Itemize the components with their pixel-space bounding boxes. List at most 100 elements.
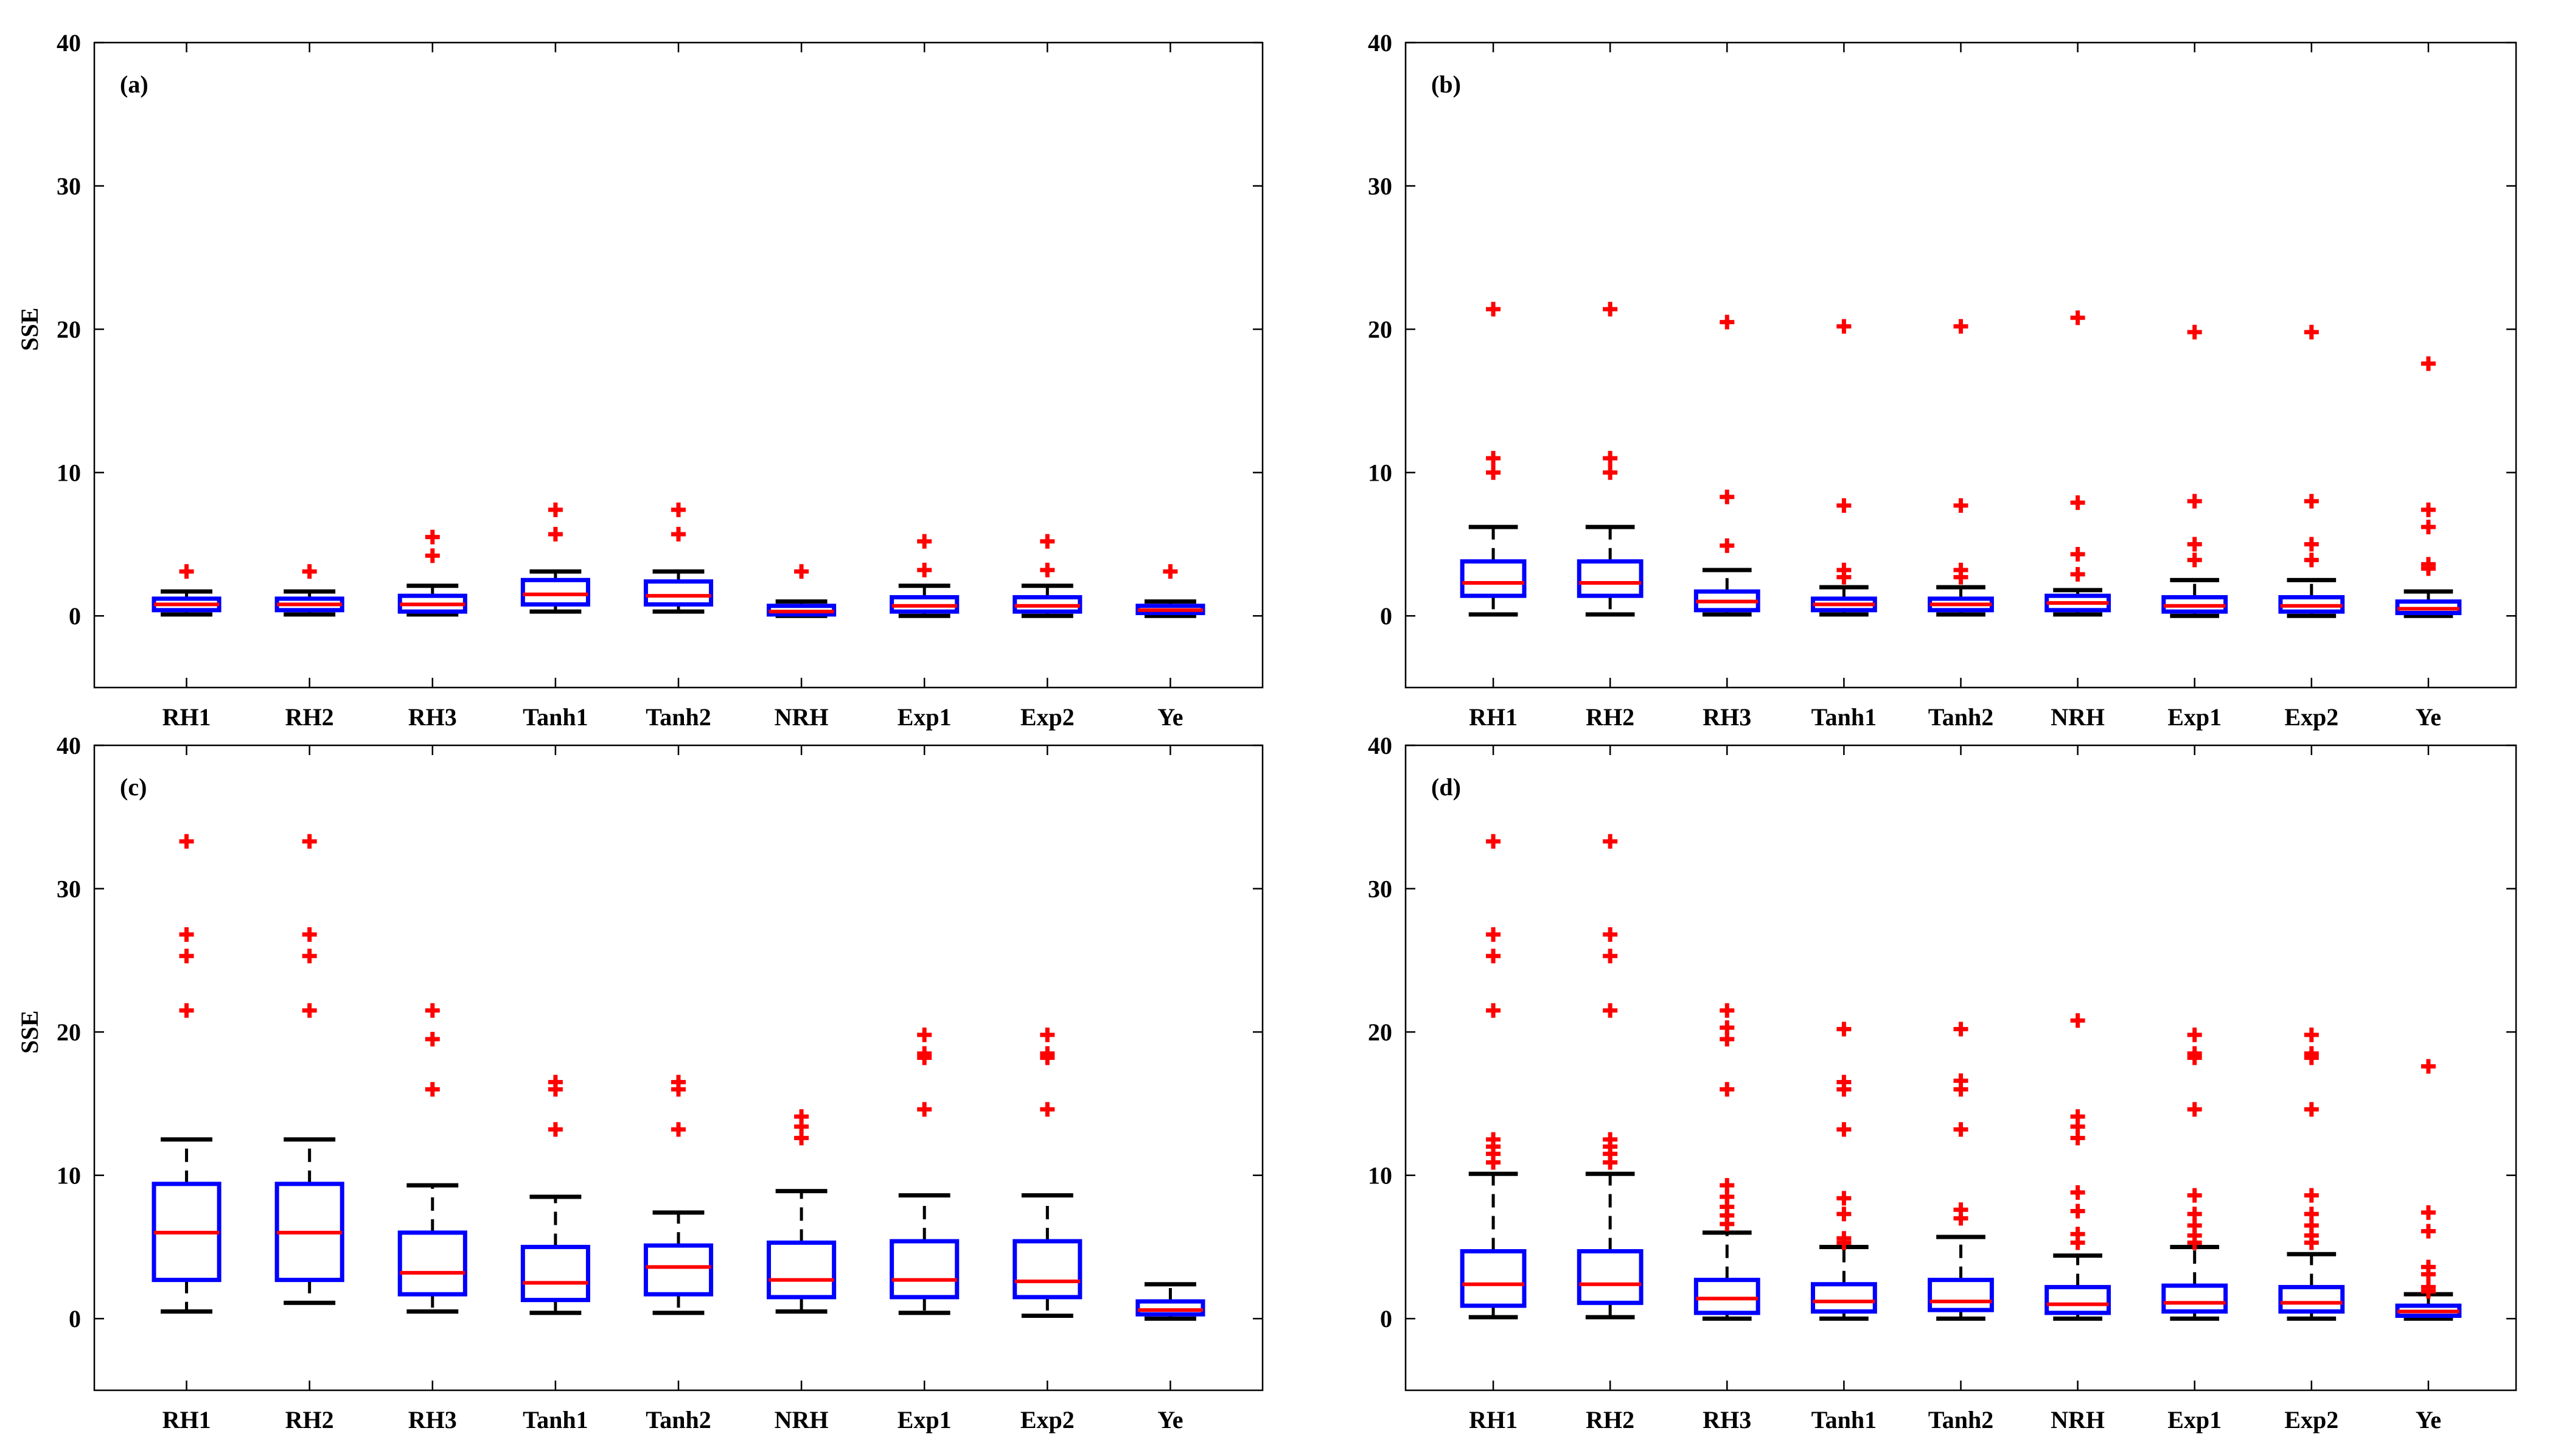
box-iqr — [2161, 1283, 2228, 1314]
y-tick-label: 40 — [57, 732, 81, 759]
outlier-marker — [671, 526, 686, 542]
box-Tanh2 — [1928, 1022, 1994, 1321]
box-iqr — [643, 1243, 714, 1297]
box-iqr — [1693, 1278, 1760, 1315]
axes-frame — [93, 41, 1264, 689]
panel-tag: (d) — [1431, 773, 1461, 801]
x-tick-label: Ye — [1157, 1406, 1183, 1433]
outlier-marker — [2304, 552, 2319, 568]
outlier-marker — [2187, 1027, 2202, 1042]
outlier-marker — [2187, 493, 2202, 509]
outlier-marker — [1836, 1231, 1852, 1246]
box-NRH — [2044, 1013, 2111, 1321]
y-tick-label: 40 — [1368, 29, 1392, 57]
box-Exp1 — [890, 1027, 960, 1315]
outlier-marker — [2304, 1027, 2319, 1042]
x-tick-label: Tanh1 — [1811, 1406, 1877, 1433]
y-tick-label: 10 — [57, 459, 81, 487]
outlier-marker — [671, 1122, 686, 1137]
box-RH2 — [274, 834, 344, 1305]
x-tick-label: Ye — [1157, 703, 1183, 731]
outlier-marker — [1720, 1020, 1735, 1036]
outlier-marker — [2070, 1203, 2085, 1219]
box-Exp1 — [890, 534, 960, 618]
y-tick-label: 30 — [57, 173, 81, 200]
outlier-marker — [425, 548, 440, 563]
outlier-marker — [1953, 498, 1968, 513]
x-tick-label: Exp2 — [2284, 703, 2338, 731]
x-tick-label: Ye — [2416, 703, 2441, 731]
outlier-marker — [179, 927, 194, 942]
outlier-marker — [794, 564, 809, 579]
outlier-marker — [1603, 465, 1618, 480]
outlier-marker — [1486, 1003, 1501, 1018]
outlier-marker — [1040, 1102, 1055, 1117]
box-Exp1 — [2161, 1027, 2228, 1321]
box-RH1 — [1460, 302, 1527, 617]
outlier-marker — [1603, 451, 1618, 466]
outlier-marker — [302, 564, 317, 579]
box-RH1 — [152, 564, 221, 617]
outlier-marker — [1720, 489, 1735, 504]
panel-tag: (c) — [120, 773, 147, 801]
box-RH3 — [1693, 1003, 1760, 1321]
box-NRH — [2044, 310, 2111, 617]
outlier-marker — [1836, 1075, 1852, 1090]
box-Tanh1 — [520, 502, 590, 614]
outlier-marker — [917, 1046, 932, 1061]
outlier-marker — [1720, 1178, 1735, 1193]
outlier-marker — [1040, 534, 1055, 549]
outlier-marker — [2070, 310, 2085, 326]
x-tick-label: RH1 — [1469, 703, 1518, 731]
outlier-marker — [1486, 465, 1501, 480]
box-Tanh2 — [1928, 319, 1994, 617]
box-RH2 — [274, 564, 344, 617]
y-tick-label: 0 — [69, 1305, 81, 1332]
x-tick-label: Tanh1 — [523, 1406, 588, 1433]
outlier-marker — [425, 1082, 440, 1097]
box-RH2 — [1577, 834, 1644, 1320]
x-tick-label: NRH — [775, 703, 829, 731]
box-iqr — [1810, 1282, 1877, 1314]
outlier-marker — [1603, 834, 1618, 849]
box-RH1 — [152, 834, 221, 1314]
outlier-marker — [2187, 324, 2202, 340]
box-NRH — [767, 564, 837, 618]
outlier-marker — [2187, 1188, 2202, 1203]
outlier-marker — [548, 1122, 563, 1137]
box-Exp2 — [2278, 324, 2345, 618]
outlier-marker — [548, 502, 563, 517]
box-RH3 — [397, 1003, 467, 1314]
outlier-marker — [2304, 324, 2319, 340]
outlier-marker — [1836, 1022, 1852, 1037]
outlier-marker — [2070, 1109, 2085, 1124]
outlier-marker — [2304, 493, 2319, 509]
outlier-marker — [2187, 1046, 2202, 1061]
outlier-marker — [917, 562, 932, 577]
panel-c: 0 10 20 30 40 SSE (c) RH1 RH2 RH3 Tanh1 Tanh2 NRH Exp… — [16, 732, 1264, 1433]
box-iqr — [1460, 559, 1527, 598]
box-RH3 — [397, 529, 467, 617]
outlier-marker — [1720, 1003, 1735, 1018]
outlier-marker — [1953, 1122, 1968, 1137]
y-tick-label: 40 — [57, 29, 81, 57]
panel-d: 0 10 20 30 40 (d) RH1 RH2 RH3 Tanh1 Tanh2 NRH Exp1 Ex… — [1368, 732, 2517, 1433]
outlier-marker — [1720, 1082, 1735, 1097]
outlier-marker — [1836, 319, 1852, 334]
box-iqr — [2044, 1284, 2111, 1315]
outlier-marker — [2304, 1102, 2319, 1117]
x-tick-label: Exp1 — [898, 703, 952, 731]
outlier-marker — [917, 534, 932, 549]
outlier-marker — [2070, 1185, 2085, 1200]
outlier-marker — [1836, 1122, 1852, 1137]
x-tick-label: Ye — [2416, 1406, 2441, 1433]
outlier-marker — [1163, 564, 1178, 579]
outlier-marker — [2070, 546, 2085, 562]
outlier-marker — [179, 834, 194, 849]
outlier-marker — [1486, 1132, 1501, 1147]
x-tick-label: RH2 — [1586, 703, 1634, 731]
outlier-marker — [1486, 302, 1501, 317]
outlier-marker — [2304, 1046, 2319, 1061]
x-tick-label: Tanh2 — [646, 1406, 711, 1433]
outlier-marker — [548, 526, 563, 542]
